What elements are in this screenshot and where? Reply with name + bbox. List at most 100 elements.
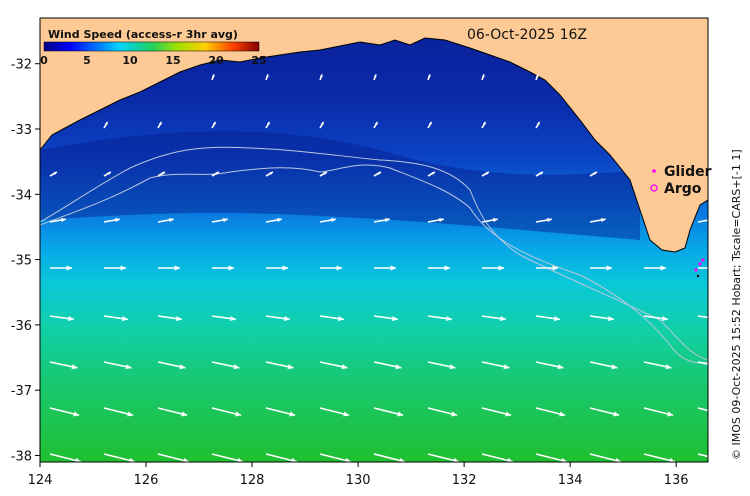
wind-arrow-head <box>345 457 352 462</box>
wind-arrow-head <box>377 172 381 175</box>
legend-glider: Glider <box>664 164 712 180</box>
wind-arrow-head <box>341 364 348 370</box>
wind-arrow-head <box>61 217 66 223</box>
wind-arrow-head <box>125 364 132 370</box>
wind-arrow-head <box>343 411 350 417</box>
wind-arrow-head <box>397 411 404 417</box>
wind-arrow-head <box>104 121 108 126</box>
y-tick-label: -38 <box>11 449 32 464</box>
wind-arrow-head <box>493 217 498 223</box>
wind-arrow <box>697 315 708 319</box>
wind-arrow-head <box>120 265 126 271</box>
wind-arrow-head <box>453 457 460 462</box>
wind-arrow-head <box>720 364 726 369</box>
wind-arrow-head <box>446 316 452 322</box>
x-tick-label: 126 <box>134 473 159 488</box>
plot-frame <box>39 17 709 463</box>
wind-arrow-head <box>338 316 344 322</box>
wind-arrow-head <box>66 265 72 271</box>
x-tick-label: 134 <box>558 473 583 488</box>
plot-area <box>40 18 729 463</box>
wind-arrow-head <box>716 316 722 321</box>
wind-arrow-head <box>505 411 512 417</box>
colorbar-gradient <box>43 41 260 52</box>
wind-arrow-head <box>554 316 560 322</box>
wind-arrow-head <box>284 316 290 322</box>
wind-arrow-head <box>559 411 566 417</box>
wind-arrow-head <box>179 364 186 370</box>
colorbar-tick-label: 15 <box>165 54 180 67</box>
low-wind-core <box>40 131 640 240</box>
wind-arrow-head <box>561 457 568 462</box>
y-tick-label: -36 <box>11 319 32 334</box>
wind-arrow-head <box>161 172 165 175</box>
wind-arrow-head <box>228 265 234 271</box>
wind-arrow-head <box>331 217 336 223</box>
wind-arrow-head <box>215 172 219 175</box>
wind-arrow-head <box>536 121 540 126</box>
wind-arrow-head <box>282 265 288 271</box>
wind-arrow-head <box>211 74 215 78</box>
wind-arrow-head <box>176 316 182 322</box>
wind-arrow-head <box>395 364 402 370</box>
wind-arrow <box>697 407 708 412</box>
colorbar-tick-label: 25 <box>251 54 266 67</box>
wind-arrow-head <box>601 217 606 223</box>
wind-arrow-head <box>323 172 327 175</box>
x-tick-label: 130 <box>346 473 371 488</box>
wind-arrow-head <box>289 411 296 417</box>
colorbar: Wind Speed (access-r 3hr avg) 0 5 10 15 20 25 <box>40 28 266 67</box>
glider-track <box>694 258 705 278</box>
wind-arrow-head <box>277 217 282 223</box>
y-tick-label: -32 <box>11 58 32 73</box>
wind-arrow-head <box>266 121 270 126</box>
wind-arrow-head <box>181 411 188 417</box>
wind-arrow-head <box>169 217 174 223</box>
wind-arrow-head <box>75 457 82 462</box>
legend-argo: Argo <box>664 181 702 197</box>
wind-arrow-head <box>373 74 377 78</box>
wind-arrow-head <box>428 121 432 126</box>
wind-arrow-head <box>174 265 180 271</box>
wind-arrow-head <box>606 265 612 271</box>
wind-arrow-head <box>539 172 543 175</box>
wind-arrow-head <box>68 316 74 322</box>
wind-arrow-head <box>235 411 242 417</box>
wind-arrow-head <box>71 364 78 370</box>
wind-arrow-head <box>500 316 506 322</box>
wind-arrow-head <box>212 121 216 126</box>
colorbar-tick-label: 10 <box>122 54 138 67</box>
wind-arrow-head <box>287 364 294 370</box>
colorbar-tick-label: 5 <box>83 54 91 67</box>
wind-arrow-head <box>53 172 57 175</box>
wind-arrow-head <box>291 457 298 462</box>
wind-arrow-head <box>73 411 80 417</box>
wind-arrow-head <box>608 316 614 322</box>
wind-arrow-head <box>385 217 390 223</box>
wind-arrow-head <box>427 74 431 78</box>
wind-arrow-head <box>223 217 228 223</box>
wind-arrow-head <box>613 411 620 417</box>
wind-arrow-head <box>237 457 244 462</box>
wind-arrow <box>697 361 708 365</box>
wind-arrow-head <box>611 364 618 370</box>
isobath-inner <box>40 164 708 364</box>
wind-arrow-head <box>390 265 396 271</box>
y-axis: -32 -33 -34 -35 -36 -37 -38 <box>11 58 40 464</box>
wind-arrow-head <box>721 411 727 416</box>
wind-arrow-head <box>374 121 378 126</box>
wind-arrow-head <box>723 458 729 463</box>
date-label: 06-Oct-2025 16Z <box>467 27 587 43</box>
y-tick-label: -37 <box>11 384 32 399</box>
wind-arrow-head <box>122 316 128 322</box>
wind-arrow <box>697 219 708 223</box>
y-tick-label: -34 <box>11 188 32 203</box>
glider-marker-icon <box>652 169 656 173</box>
y-tick-label: -33 <box>11 123 32 138</box>
wind-arrow-head <box>269 172 273 175</box>
wind-arrow <box>697 453 708 458</box>
wind-arrow-head <box>439 217 444 223</box>
wind-arrow-head <box>485 172 489 175</box>
x-axis: 124 126 128 130 132 134 136 <box>28 462 689 488</box>
wind-arrow-head <box>503 364 510 370</box>
